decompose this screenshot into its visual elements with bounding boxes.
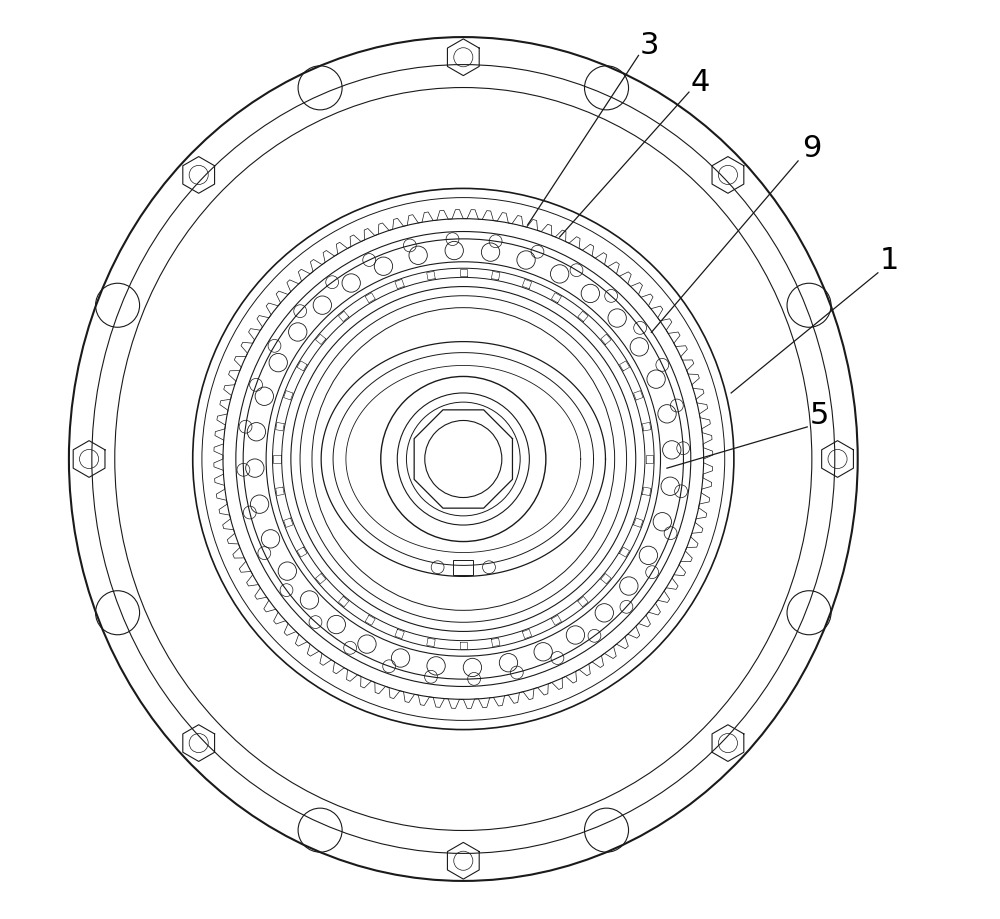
- Text: 3: 3: [640, 31, 659, 60]
- Bar: [453, 561, 473, 575]
- Text: 5: 5: [810, 401, 829, 430]
- Text: 9: 9: [802, 133, 822, 163]
- Text: 4: 4: [690, 67, 710, 96]
- Text: 1: 1: [880, 245, 900, 274]
